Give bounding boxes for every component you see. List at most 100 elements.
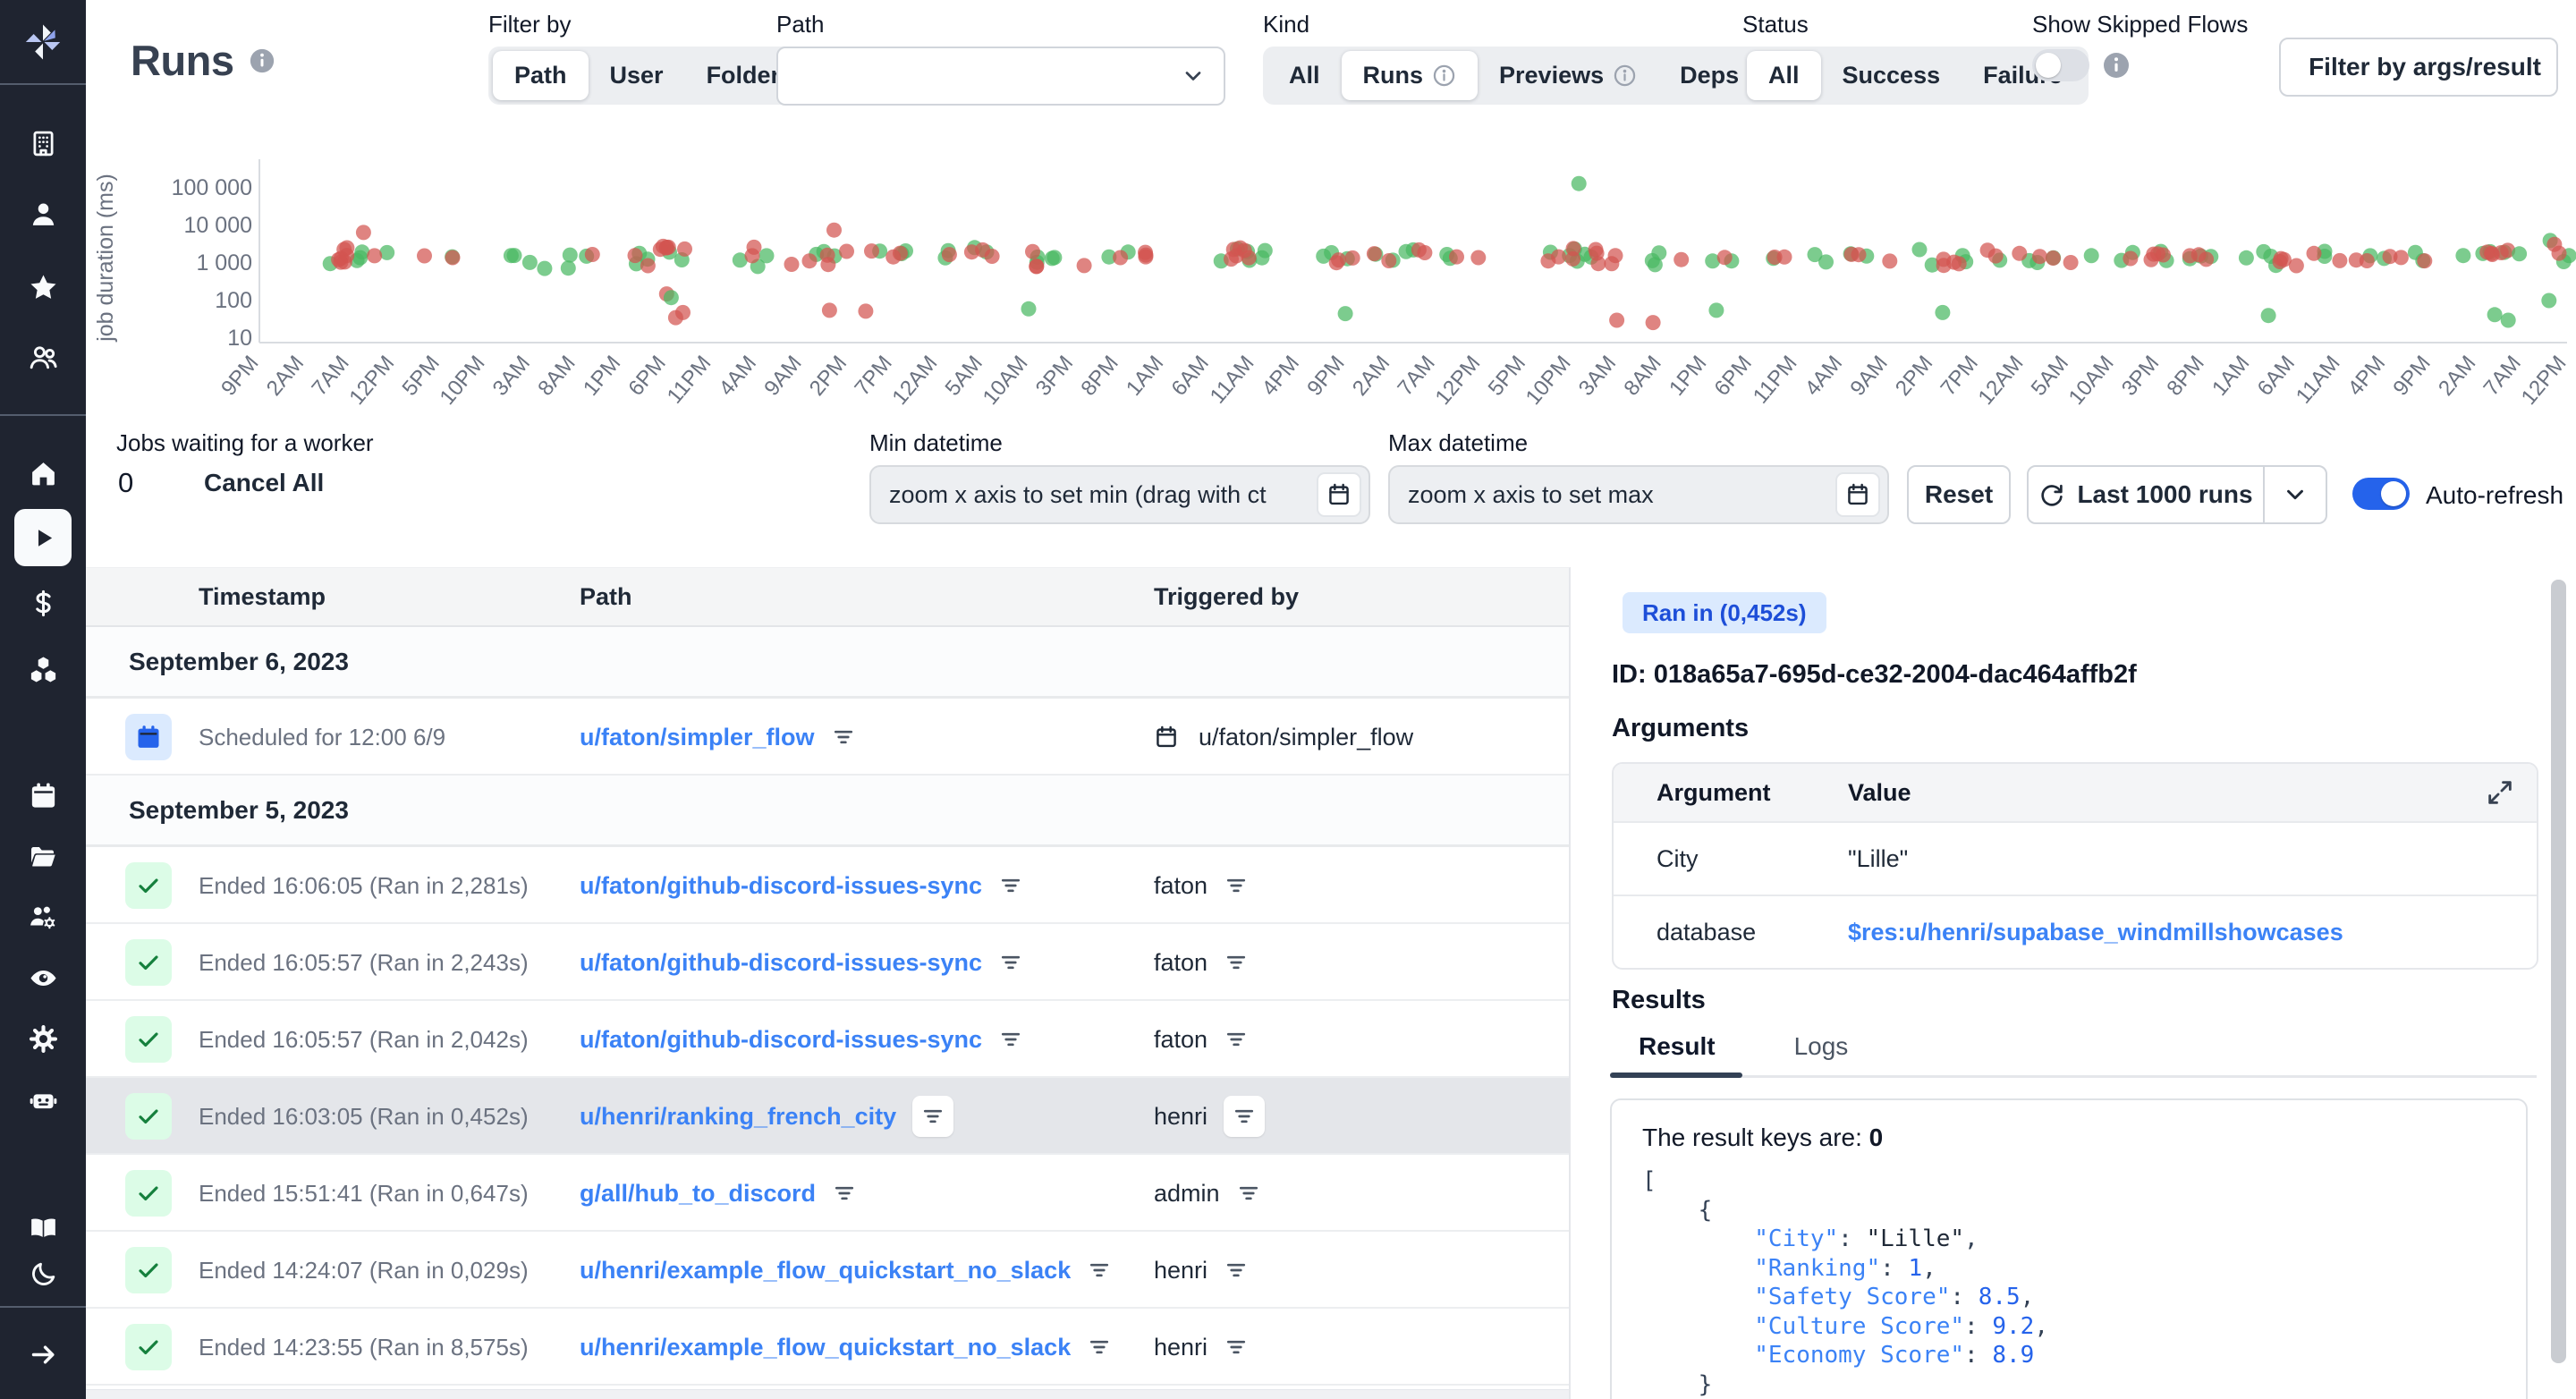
star-icon: [29, 273, 58, 302]
run-path-link[interactable]: g/all/hub_to_discord: [580, 1179, 817, 1207]
sidebar-item-star[interactable]: [14, 259, 72, 316]
check-icon: [135, 1180, 162, 1207]
table-row[interactable]: Ended 16:05:57 (Ran in 2,243s) u/faton/gi…: [86, 924, 1569, 1001]
calendar-icon: [1326, 482, 1352, 507]
detail-scrollbar[interactable]: [2551, 580, 2566, 1363]
status-option-success[interactable]: Success: [1842, 62, 1941, 89]
auto-refresh-toggle[interactable]: [2352, 478, 2410, 510]
filter_by-segmented: Path User Folder: [488, 47, 807, 105]
filter-icon-button[interactable]: [998, 873, 1023, 898]
filter-icon-button[interactable]: [998, 1027, 1023, 1052]
filter_by-option-folder[interactable]: Folder: [706, 62, 781, 89]
table-row[interactable]: Scheduled for 12:00 6/9 u/faton/simpler_f…: [86, 699, 1569, 776]
sidebar-item-building[interactable]: [14, 114, 72, 172]
table-row[interactable]: Ended 16:05:57 (Ran in 2,042s) u/faton/gi…: [86, 1001, 1569, 1078]
sidebar-item-gear[interactable]: [14, 1010, 72, 1067]
run-path-link[interactable]: u/henri/example_flow_quickstart_no_slack: [580, 1256, 1072, 1284]
table-row[interactable]: Ended 15:51:41 (Ran in 0,647s) g/all/hub_…: [86, 1155, 1569, 1232]
results-tabs: Result Logs: [1610, 1032, 2537, 1078]
filter-icon-button[interactable]: [831, 725, 856, 750]
svg-text:8AM: 8AM: [533, 352, 580, 401]
filter-icon-button[interactable]: [1224, 873, 1249, 898]
run-timestamp: Ended 14:24:07 (Ran in 0,029s): [199, 1257, 529, 1284]
run-path-link[interactable]: u/henri/example_flow_quickstart_no_slack: [580, 1333, 1072, 1361]
skipped-flows-group: Show Skipped Flows: [2032, 11, 2248, 81]
run-path-link[interactable]: u/faton/github-discord-issues-sync: [580, 871, 983, 899]
svg-text:2PM: 2PM: [805, 352, 852, 401]
min-datetime-calendar-button[interactable]: [1317, 472, 1361, 517]
reset-button[interactable]: Reset: [1907, 465, 2011, 524]
last-runs-button[interactable]: Last 1000 runs: [2029, 467, 2263, 522]
sidebar-item-robot[interactable]: [14, 1071, 72, 1128]
svg-text:2PM: 2PM: [1891, 352, 1937, 401]
sidebar-item-folder-open[interactable]: [14, 827, 72, 885]
skipped-info-icon[interactable]: [2102, 51, 2131, 80]
svg-text:9AM: 9AM: [759, 352, 806, 401]
filter-icon-button[interactable]: [912, 1096, 954, 1137]
sidebar-item-home[interactable]: [14, 445, 72, 502]
info-icon[interactable]: [1432, 64, 1456, 88]
svg-text:9AM: 9AM: [1845, 352, 1892, 401]
last-runs-dropdown-button[interactable]: [2263, 467, 2326, 522]
table-row[interactable]: Ended 14:24:07 (Ran in 0,029s) u/henri/ex…: [86, 1232, 1569, 1309]
calendar-icon: [29, 781, 58, 810]
status-option-all[interactable]: All: [1747, 51, 1821, 100]
reset-label: Reset: [1924, 480, 1994, 508]
status-success-badge: [125, 1324, 172, 1370]
sidebar-item-moon[interactable]: [14, 1245, 72, 1302]
filter-icon-button[interactable]: [1224, 1258, 1249, 1283]
kind-option-all[interactable]: All: [1289, 62, 1320, 89]
table-row[interactable]: Ended 14:23:55 (Ran in 8,575s) u/henri/ex…: [86, 1309, 1569, 1386]
sidebar-item-calendar[interactable]: [14, 767, 72, 824]
table-row[interactable]: Ended 16:03:05 (Ran in 0,452s) u/henri/ra…: [86, 1078, 1569, 1155]
kind-option-previews[interactable]: Previews: [1478, 51, 1658, 100]
filter_by-option-user[interactable]: User: [609, 62, 664, 89]
filter-icon-button[interactable]: [832, 1181, 857, 1206]
sidebar-item-arrow-right[interactable]: [14, 1326, 72, 1383]
run-path-link[interactable]: u/faton/simpler_flow: [580, 723, 815, 750]
svg-text:100 000: 100 000: [172, 175, 252, 200]
run-path-link[interactable]: u/faton/github-discord-issues-sync: [580, 948, 983, 976]
sidebar-item-dollar[interactable]: [14, 574, 72, 632]
max-datetime-input[interactable]: zoom x axis to set max: [1388, 465, 1889, 524]
run-path-link[interactable]: u/henri/ranking_french_city: [580, 1102, 897, 1130]
svg-text:3PM: 3PM: [2117, 352, 2164, 401]
filter-args-button[interactable]: Filter by args/result: [2279, 38, 2558, 97]
runs-info-icon[interactable]: [249, 47, 275, 74]
min-datetime-input[interactable]: zoom x axis to set min (drag with ct: [869, 465, 1370, 524]
info-icon[interactable]: [1613, 64, 1637, 88]
arrow-right-icon: [29, 1340, 58, 1369]
cancel-all-button[interactable]: Cancel All: [204, 469, 325, 496]
duration-scatter-chart[interactable]: 10 100 1 000 10 000 100 000 job duration (ms)…: [86, 114, 2576, 429]
filter-icon-button[interactable]: [1087, 1335, 1112, 1360]
show-skipped-toggle[interactable]: [2032, 49, 2089, 81]
filter-icon-button[interactable]: [1236, 1181, 1261, 1206]
max-datetime-calendar-button[interactable]: [1835, 472, 1880, 517]
run-path-link[interactable]: u/faton/github-discord-issues-sync: [580, 1025, 983, 1053]
last-runs-label: Last 1000 runs: [2077, 480, 2253, 508]
expand-icon[interactable]: [2485, 777, 2515, 808]
filter-icon-button[interactable]: [1087, 1258, 1112, 1283]
table-row[interactable]: Ended 16:06:05 (Ran in 2,281s) u/faton/gi…: [86, 847, 1569, 924]
sidebar-item-boxes[interactable]: [14, 640, 72, 698]
filter_by-option-path[interactable]: Path: [493, 51, 589, 100]
sidebar-item-book-open[interactable]: [14, 1199, 72, 1256]
sidebar-item-eye[interactable]: [14, 949, 72, 1006]
sidebar-item-play[interactable]: [14, 509, 72, 566]
list-filter-icon: [998, 950, 1023, 975]
argument-value[interactable]: $res:u/henri/supabase_windmillshowcases: [1848, 918, 2343, 945]
filter-icon-button[interactable]: [1224, 1096, 1266, 1137]
filter-icon-button[interactable]: [1224, 1027, 1249, 1052]
sidebar-item-users-cog[interactable]: [14, 888, 72, 945]
run-timestamp: Ended 15:51:41 (Ran in 0,647s): [199, 1180, 529, 1207]
sidebar-item-user[interactable]: [14, 185, 72, 242]
tab-logs[interactable]: Logs: [1793, 1032, 1849, 1060]
tab-result[interactable]: Result: [1610, 1032, 1742, 1078]
kind-option-runs[interactable]: Runs: [1341, 51, 1479, 100]
sidebar-item-users[interactable]: [14, 328, 72, 386]
filter-icon-button[interactable]: [1224, 950, 1249, 975]
path-select[interactable]: [776, 47, 1225, 106]
windmill-logo[interactable]: [0, 0, 86, 85]
filter-icon-button[interactable]: [1224, 1335, 1249, 1360]
filter-icon-button[interactable]: [998, 950, 1023, 975]
